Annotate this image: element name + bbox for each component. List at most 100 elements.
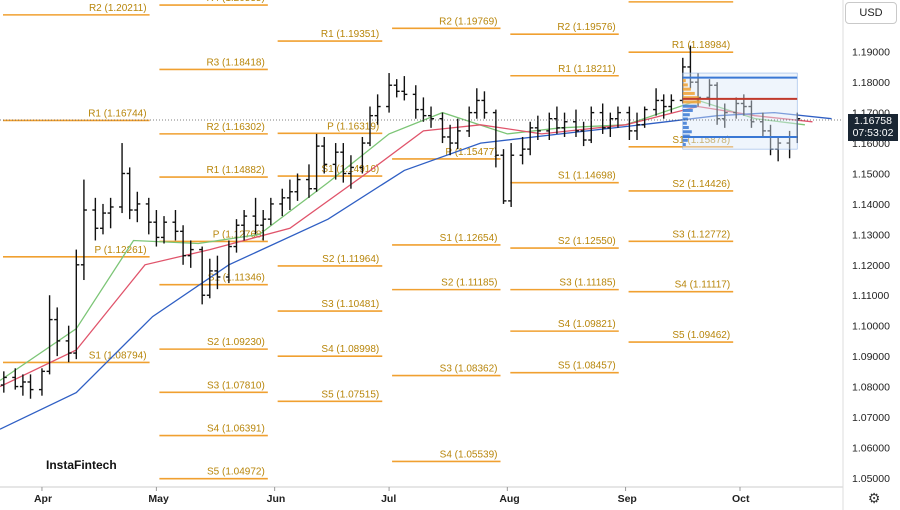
candle bbox=[473, 88, 480, 119]
pivot-level-label: S2 (1.14426) bbox=[672, 179, 730, 190]
pivot-level-label: S5 (1.09462) bbox=[672, 330, 730, 341]
candle bbox=[180, 225, 187, 265]
volume-profile-bar bbox=[682, 104, 697, 108]
candle bbox=[386, 73, 393, 113]
candle bbox=[519, 136, 526, 165]
pivot-level-label: S2 (1.12550) bbox=[558, 236, 616, 247]
candle bbox=[267, 197, 274, 226]
candle bbox=[153, 210, 160, 247]
candle bbox=[454, 118, 461, 150]
candle bbox=[206, 258, 213, 299]
pivot-level-label: S4 (1.06391) bbox=[207, 424, 265, 435]
pivot-level-label: S4 (1.09821) bbox=[558, 319, 616, 330]
month-axis-label: Oct bbox=[732, 493, 750, 505]
pivot-level-label: S3 (1.07810) bbox=[207, 380, 265, 391]
candle bbox=[145, 197, 152, 235]
currency-selector-button[interactable]: USD bbox=[845, 2, 897, 24]
candle bbox=[286, 179, 293, 211]
candle bbox=[340, 143, 347, 183]
pivot-level-label: R2 (1.19576) bbox=[557, 22, 615, 33]
candle bbox=[626, 106, 633, 141]
volume-profile-bar bbox=[682, 96, 699, 100]
price-axis-tick: 1.08000 bbox=[852, 382, 890, 394]
candle bbox=[412, 85, 419, 119]
month-axis-label: Jul bbox=[381, 493, 396, 505]
candle bbox=[439, 112, 446, 144]
candle bbox=[260, 210, 267, 241]
pivot-level-label: S5 (1.08457) bbox=[558, 361, 616, 372]
candle bbox=[367, 106, 374, 147]
candle bbox=[347, 155, 354, 189]
candle bbox=[374, 94, 381, 125]
pivot-level-label: R1 (1.19351) bbox=[321, 29, 379, 40]
candle bbox=[401, 76, 408, 101]
settings-gear-icon[interactable]: ⚙ bbox=[867, 490, 881, 506]
candle bbox=[199, 246, 206, 305]
volume-profile-bar bbox=[682, 130, 692, 134]
candle bbox=[653, 88, 660, 116]
candle bbox=[161, 216, 168, 244]
volume-profile-bar bbox=[682, 113, 690, 117]
candle bbox=[119, 143, 126, 214]
pivot-level-label: S1 (1.11346) bbox=[208, 273, 265, 284]
candle bbox=[588, 106, 595, 144]
volume-profile-bar bbox=[682, 91, 695, 95]
volume-profile-bar bbox=[682, 100, 701, 104]
volume-profile-bar bbox=[682, 121, 687, 125]
price-axis-tick: 1.12000 bbox=[852, 260, 890, 272]
pivot-level-label: R1 (1.18984) bbox=[672, 40, 730, 51]
candle bbox=[233, 219, 240, 253]
pivot-level-label: R1 (1.14882) bbox=[206, 165, 264, 176]
candle bbox=[99, 203, 106, 235]
candle bbox=[107, 197, 114, 229]
pivot-level-label: P (1.12768) bbox=[213, 229, 265, 240]
volume-profile-bar bbox=[682, 138, 688, 142]
candle bbox=[508, 143, 515, 207]
candle bbox=[19, 374, 26, 396]
pivot-level-label: S2 (1.11964) bbox=[322, 254, 379, 265]
candle bbox=[38, 368, 45, 396]
brand-logo: InstaFintech bbox=[46, 458, 117, 472]
pivot-level-label: S4 (1.11117) bbox=[675, 280, 731, 291]
candle bbox=[92, 197, 99, 241]
candle bbox=[641, 106, 648, 128]
pivot-level-label: P (1.16319) bbox=[327, 121, 379, 132]
pivot-level-label: S2 (1.09230) bbox=[207, 337, 265, 348]
price-axis-tick: 1.06000 bbox=[852, 442, 890, 454]
price-axis-tick: 1.18000 bbox=[852, 77, 890, 89]
volume-profile-bar bbox=[682, 126, 689, 130]
candle bbox=[65, 325, 72, 363]
candle bbox=[332, 143, 339, 180]
pivot-level-label: R2 (1.19769) bbox=[439, 16, 497, 27]
volume-profile-bar bbox=[682, 117, 688, 121]
candle bbox=[12, 368, 19, 390]
price-axis-tick: 1.19000 bbox=[852, 47, 890, 59]
candle bbox=[561, 112, 568, 137]
pivot-level-label: R1 (1.18211) bbox=[558, 64, 616, 75]
candle bbox=[546, 112, 553, 141]
candle bbox=[27, 374, 34, 399]
volume-profile-bar bbox=[682, 79, 686, 83]
candle bbox=[313, 133, 320, 192]
pivot-level-label: S5 (1.07515) bbox=[321, 389, 379, 400]
candle bbox=[492, 109, 499, 168]
candle bbox=[687, 45, 694, 89]
candle bbox=[500, 149, 507, 204]
candle bbox=[80, 179, 87, 281]
pivot-level-label: P (1.15477) bbox=[445, 147, 497, 158]
candle bbox=[172, 210, 179, 241]
candle bbox=[740, 94, 747, 116]
volume-profile-bar bbox=[682, 83, 688, 87]
pivot-level-label: R1 (1.16744) bbox=[88, 108, 146, 119]
candle bbox=[572, 109, 579, 137]
candle bbox=[321, 136, 328, 174]
pivot-level-label: R2 (1.20638) bbox=[672, 0, 730, 1]
candle bbox=[241, 210, 248, 241]
pivot-level-label: S1 (1.15878) bbox=[672, 135, 730, 146]
candle bbox=[481, 91, 488, 119]
month-axis-label: Aug bbox=[499, 493, 519, 505]
candle bbox=[607, 112, 614, 137]
candle bbox=[420, 97, 427, 122]
